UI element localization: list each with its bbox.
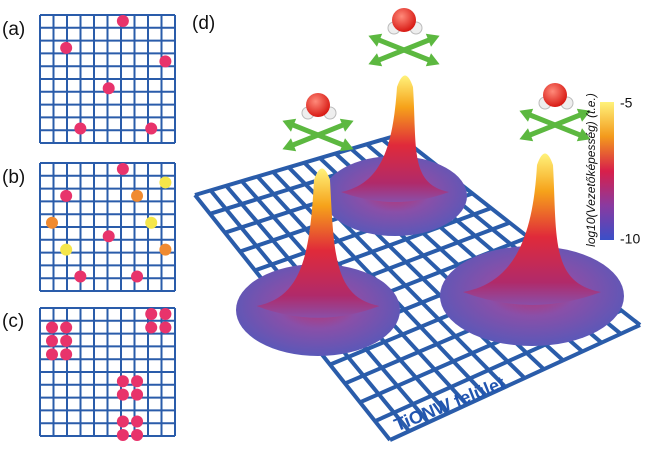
arrow-head	[576, 128, 591, 142]
dot	[116, 375, 129, 388]
colorbar-label: log10(Vezetőképesség) (t.e.)	[584, 93, 598, 247]
colorbar-tick: -5	[620, 95, 633, 111]
dot	[131, 270, 144, 283]
dot	[60, 41, 73, 54]
panel-label: (c)	[2, 311, 24, 332]
panel-label: (d)	[192, 13, 215, 34]
dot	[159, 308, 172, 320]
arrow-head	[519, 128, 534, 142]
dot	[60, 321, 73, 334]
dot	[145, 122, 158, 135]
dot	[131, 415, 144, 428]
surface	[193, 8, 642, 442]
arrow-head	[282, 138, 297, 152]
dot	[145, 308, 158, 320]
dot	[159, 243, 172, 256]
dot	[159, 176, 172, 189]
dot	[60, 334, 73, 347]
oxygen	[543, 83, 567, 107]
arrow-head	[339, 118, 354, 132]
dot	[102, 82, 115, 95]
arrow-head	[425, 53, 440, 67]
oxygen	[392, 8, 416, 32]
dot	[131, 388, 144, 401]
peak	[341, 75, 449, 202]
dot	[116, 415, 129, 428]
dot	[60, 189, 73, 202]
dot	[74, 122, 87, 135]
arrow-head	[425, 33, 440, 47]
dot	[116, 15, 129, 27]
panel-label: (b)	[2, 167, 25, 188]
arrow-head	[576, 108, 591, 122]
peak	[256, 168, 380, 318]
arrow-head	[519, 108, 534, 122]
dot	[145, 216, 158, 229]
arrow-head	[368, 53, 383, 67]
dot	[116, 163, 129, 175]
peak	[463, 153, 601, 305]
arrow	[373, 35, 435, 65]
dot	[159, 55, 172, 68]
panel-label: (a)	[2, 19, 25, 40]
colorbar-tick: -10	[620, 231, 640, 247]
dot	[145, 321, 158, 334]
arrow-head	[368, 33, 383, 47]
dot	[46, 348, 58, 361]
dot	[131, 375, 144, 388]
left-panels	[39, 14, 176, 441]
arrow-head	[282, 118, 297, 132]
dot	[60, 243, 73, 256]
dot	[131, 189, 144, 202]
arrow-head	[339, 138, 354, 152]
colorbar	[600, 102, 614, 240]
arrow	[524, 110, 586, 140]
dot	[102, 230, 115, 243]
dot	[116, 388, 129, 401]
dot	[60, 348, 73, 361]
arrow	[287, 120, 349, 150]
dot	[116, 428, 129, 441]
oxygen	[306, 93, 330, 117]
dot	[46, 216, 58, 229]
grid-line	[194, 133, 399, 197]
dot	[46, 334, 58, 347]
dot	[46, 321, 58, 334]
dot	[74, 270, 87, 283]
grid-line	[389, 323, 641, 442]
dot	[159, 321, 172, 334]
dot	[131, 428, 144, 441]
